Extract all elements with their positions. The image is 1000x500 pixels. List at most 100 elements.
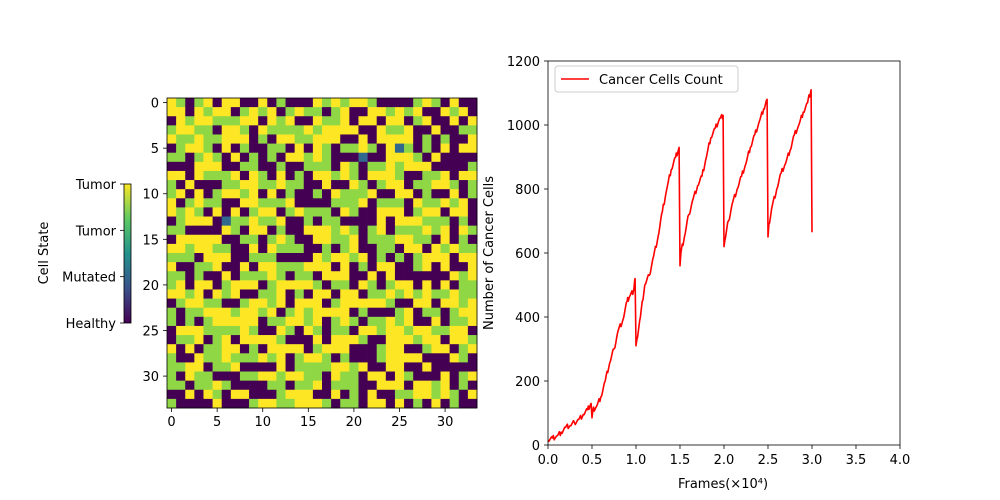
heatmap-cell (285, 344, 295, 354)
heatmap-cell (358, 325, 368, 336)
heatmap-cell (440, 316, 450, 327)
heatmap-cell (422, 298, 432, 309)
heatmap-cell (394, 289, 405, 299)
heatmap-cell (367, 307, 378, 318)
heatmap-cell (258, 344, 268, 354)
heatmap-y-tick-label: 25 (142, 325, 159, 340)
heatmap-cell (285, 398, 295, 409)
heatmap-cell (239, 143, 250, 154)
heatmap-cell (331, 134, 341, 144)
heatmap-cell (258, 325, 268, 336)
heatmap-cell (331, 234, 341, 245)
heatmap-cell (358, 362, 368, 372)
heatmap-cell (458, 180, 469, 190)
heatmap-cell (467, 143, 478, 154)
heatmap-cell (249, 170, 259, 181)
heatmap-cell (203, 271, 213, 281)
line-x-tick-label: 3.0 (802, 453, 823, 468)
heatmap-cell (249, 316, 259, 327)
heatmap-cell (194, 325, 204, 336)
heatmap-cell (458, 243, 469, 254)
heatmap-cell (249, 325, 259, 336)
heatmap-cell (376, 180, 387, 190)
heatmap-cell (349, 234, 359, 245)
line-x-tick-label: 2.5 (758, 453, 779, 468)
heatmap-cell (221, 307, 232, 318)
heatmap-cell (239, 271, 250, 281)
heatmap-cell (331, 362, 341, 372)
heatmap-cell (212, 225, 223, 236)
heatmap-cell (467, 307, 478, 318)
heatmap-cell (422, 198, 432, 208)
heatmap-cell (431, 234, 441, 245)
heatmap-cell (303, 353, 314, 363)
heatmap-cell (467, 362, 478, 372)
heatmap-cell (185, 325, 195, 336)
heatmap-cell (185, 107, 195, 117)
heatmap-cell (194, 161, 204, 172)
heatmap-cell (285, 180, 295, 190)
colorbar-tick-label: Tumor (75, 224, 117, 239)
heatmap-cell (358, 161, 368, 172)
heatmap-y-tick-label: 15 (142, 233, 159, 248)
heatmap-cell (349, 344, 359, 354)
heatmap-cell (221, 271, 232, 281)
heatmap-cell (467, 225, 478, 236)
heatmap-cell (385, 125, 396, 135)
heatmap-cell (322, 143, 332, 154)
heatmap-cell (376, 298, 387, 309)
heatmap-cell (404, 216, 414, 226)
heatmap-cell (340, 307, 350, 318)
heatmap-cell (413, 371, 423, 381)
heatmap-cell (349, 371, 359, 381)
heatmap-cell (467, 316, 478, 327)
heatmap-cell (303, 262, 314, 272)
heatmap-cell (230, 98, 241, 108)
heatmap-cell (303, 362, 314, 372)
heatmap-cell (340, 243, 350, 254)
heatmap-cell (422, 344, 432, 354)
heatmap-cell (239, 216, 250, 226)
heatmap-cell (385, 180, 396, 190)
heatmap-cell (249, 307, 259, 318)
heatmap-cell (212, 107, 223, 117)
heatmap-cell (431, 207, 441, 217)
heatmap-cell (440, 289, 450, 299)
heatmap-cell (221, 253, 232, 263)
heatmap-cell (312, 307, 323, 318)
heatmap-cell (367, 289, 378, 299)
heatmap-cell (367, 344, 378, 354)
heatmap-cell (312, 216, 323, 226)
heatmap-cell (385, 389, 396, 400)
heatmap-cell (303, 180, 314, 190)
heatmap-cell (167, 262, 177, 272)
heatmap-cell (467, 262, 478, 272)
heatmap-cell (276, 98, 286, 108)
heatmap-cell (385, 234, 396, 245)
heatmap-cell (312, 371, 323, 381)
heatmap-cell (285, 234, 295, 245)
heatmap-cell (440, 380, 450, 391)
heatmap-cell (422, 243, 432, 254)
heatmap-cell (230, 234, 241, 245)
heatmap-cell (230, 344, 241, 354)
heatmap-cell (422, 371, 432, 381)
heatmap-cell (267, 280, 277, 290)
heatmap-cell (312, 225, 323, 236)
heatmap-cell (331, 344, 341, 354)
heatmap-cell (203, 325, 213, 336)
heatmap-cell (449, 316, 460, 327)
heatmap-cell (449, 289, 460, 299)
heatmap-cell (376, 125, 387, 135)
heatmap-cell (167, 125, 177, 135)
heatmap-cell (194, 344, 204, 354)
heatmap-cell (276, 325, 286, 336)
heatmap-cell (431, 271, 441, 281)
line-x-tick-label: 4.0 (890, 453, 911, 468)
heatmap-cell (458, 107, 469, 117)
heatmap-cell (376, 170, 387, 181)
heatmap-cell (185, 207, 195, 217)
heatmap-cell (449, 134, 460, 144)
heatmap-cell (440, 389, 450, 400)
heatmap-cell (185, 371, 195, 381)
